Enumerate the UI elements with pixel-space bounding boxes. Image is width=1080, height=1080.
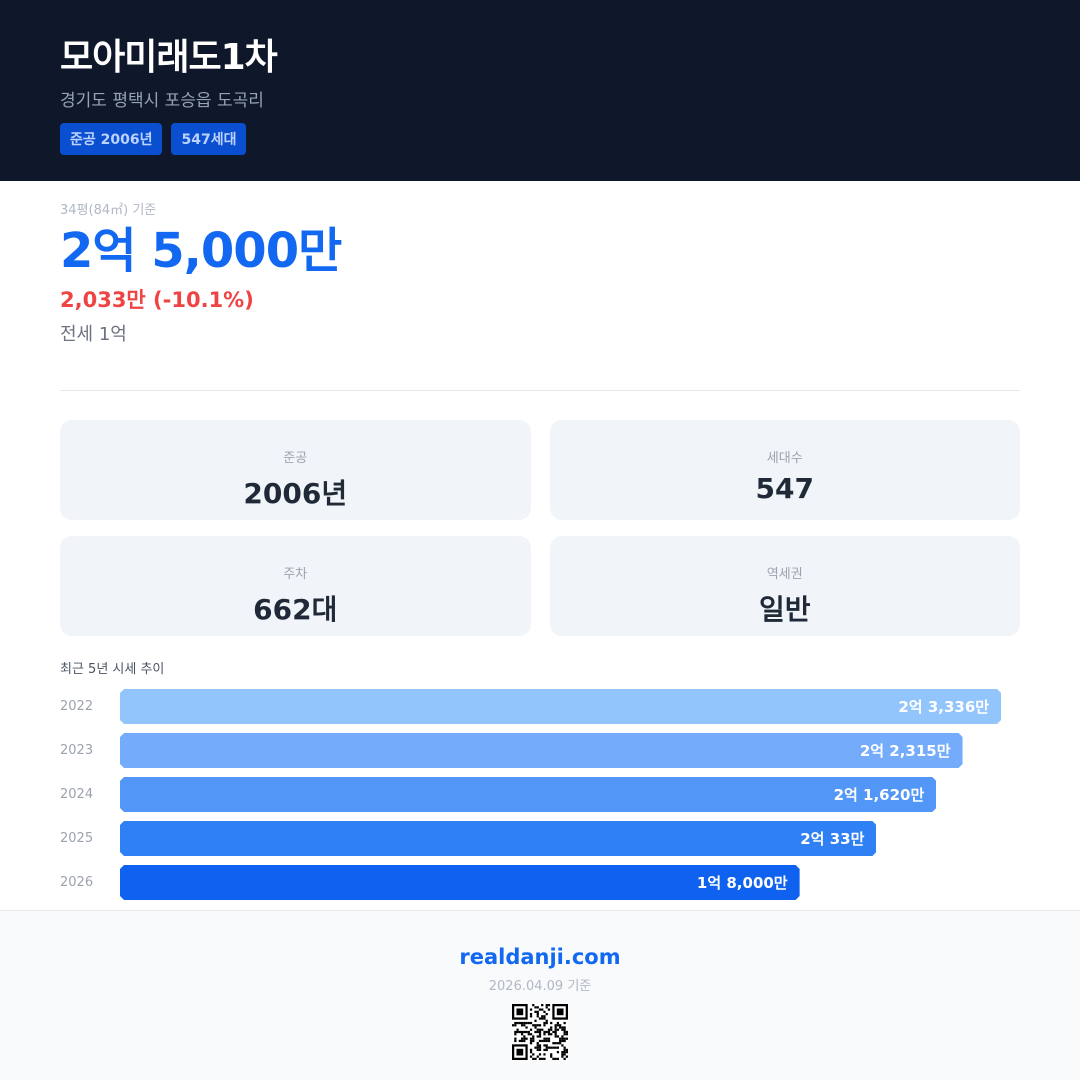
chart-row: 2024 2억 1,620만 [60,777,1020,812]
stat-value: 2006년 [243,477,348,510]
bar-2025: 2억 33만 [120,821,876,856]
complex-title: 모아미래도1차 [60,37,278,78]
bar-value-label: 2억 33만 [800,830,865,848]
year-label: 2025 [60,831,94,846]
price-change: 2,033만 (-10.1%) [60,288,254,312]
year-label: 2024 [60,787,94,802]
bar-2023: 2억 2,315만 [120,733,963,768]
site-link[interactable]: realdanji.com [459,945,621,969]
bar-2022: 2억 3,336만 [120,689,1001,724]
stat-label: 역세권 [766,567,803,582]
price-value: 2억 5,000만 [60,223,342,279]
badge-built-year: 준공 2006년 [60,123,163,155]
price-trend-chart: 2022 2억 3,336만 2023 2억 2,315만 2024 2억 1,620만 2… [60,689,1020,900]
bar-value-label: 2억 2,315만 [859,742,951,760]
stat-value: 일반 [758,593,811,626]
qr-code-icon [512,1004,568,1060]
address: 경기도 평택시 포승읍 도곡리 [60,91,264,111]
year-label: 2026 [60,875,94,890]
stat-card-households: 세대수 547 [549,420,1020,520]
stat-card-parking: 주차 662대 [60,536,531,636]
bar-2024: 2억 1,620만 [120,777,936,812]
chart-title: 최근 5년 시세 추이 [60,662,165,677]
stat-label: 준공 [283,451,308,466]
bar-2026: 1억 8,000만 [120,865,800,900]
divider [60,390,1020,391]
footer: realdanji.com 2026.04.09 기준 [0,910,1080,1080]
year-label: 2022 [60,699,94,714]
stat-value: 662대 [253,593,338,626]
year-label: 2023 [60,743,94,758]
stat-label: 세대수 [766,451,803,466]
bar-value-label: 2억 3,336만 [898,698,990,716]
chart-row: 2023 2억 2,315만 [60,733,1020,768]
reference-date: 2026.04.09 기준 [488,979,592,994]
bar-value-label: 1억 8,000만 [696,874,788,892]
stat-label: 주차 [283,567,308,582]
chart-row: 2025 2억 33만 [60,821,1020,856]
bar-value-label: 2억 1,620만 [833,786,925,804]
chart-row: 2026 1억 8,000만 [60,865,1020,900]
chart-row: 2022 2억 3,336만 [60,689,1020,724]
header: 모아미래도1차 경기도 평택시 포승읍 도곡리 준공 2006년 547세대 [0,0,1080,181]
stat-card-built: 준공 2006년 [60,420,531,520]
jeonse-price: 전세 1억 [60,324,127,345]
badge-households: 547세대 [171,123,247,155]
stat-value: 547 [755,472,814,505]
price-basis: 34평(84㎡) 기준 [60,203,157,218]
